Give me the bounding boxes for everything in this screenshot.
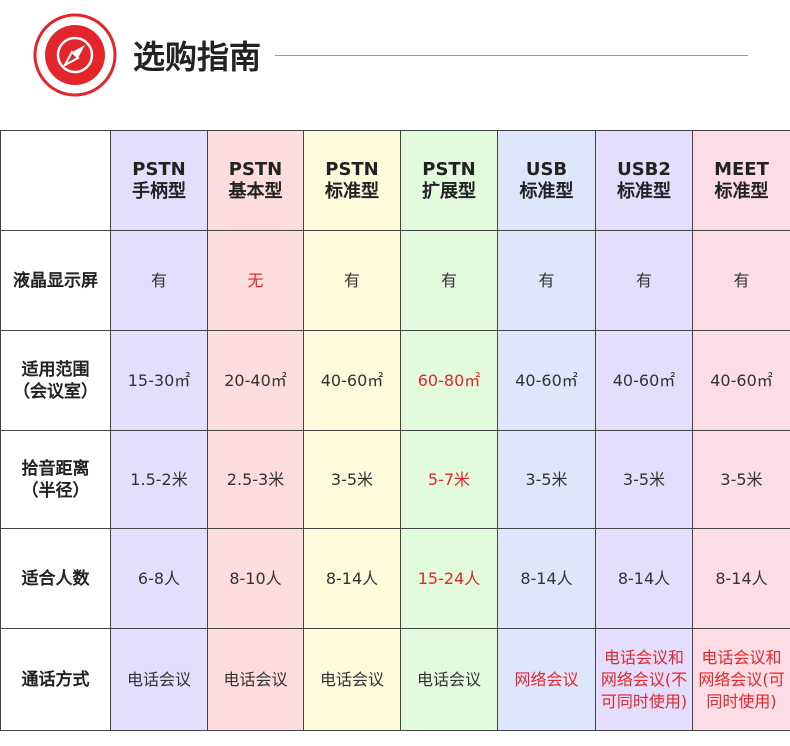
cell-text: PSTN: [422, 158, 476, 180]
table-cell: 有: [595, 230, 693, 331]
column-header: PSTN 手柄型: [110, 130, 208, 231]
cell-text: 标准型: [519, 180, 574, 202]
divider: [275, 55, 748, 56]
table-cell: 3-5米: [595, 430, 693, 529]
compass-icon: [33, 13, 117, 97]
table-cell: 6-8人: [110, 528, 208, 629]
table-cell: 8-14人: [595, 528, 693, 629]
cell-text: PSTN: [325, 158, 379, 180]
table-cell: 有: [400, 230, 498, 331]
cell-text: 拾音距离: [21, 458, 90, 479]
table-cell: 8-14人: [497, 528, 596, 629]
table-cell: 电话会议: [207, 628, 304, 731]
table-cell: 无: [207, 230, 304, 331]
column-header: USB2 标准型: [595, 130, 693, 231]
table-cell: 20-40㎡: [207, 330, 304, 431]
row-label: 通话方式: [0, 628, 111, 731]
cell-text: USB: [525, 158, 568, 180]
column-header: MEET 标准型: [692, 130, 790, 231]
column-header: PSTN 基本型: [207, 130, 304, 231]
comparison-table: PSTN 手柄型 PSTN 基本型 PSTN 标准型 PSTN 扩展型 USB 标准型 USB2 标准…: [0, 130, 790, 731]
table-cell: 40-60㎡: [303, 330, 401, 431]
table-cell: 电话会议: [303, 628, 401, 731]
table-cell: 3-5米: [497, 430, 596, 529]
cell-text: 标准型: [325, 180, 379, 202]
table-cell: 8-14人: [692, 528, 790, 629]
row-label: 适用范围 （会议室）: [0, 330, 111, 431]
table-cell: 40-60㎡: [692, 330, 790, 431]
table-cell: 电话会议: [400, 628, 498, 731]
row-label: 拾音距离 （半径）: [0, 430, 111, 529]
table-cell: 有: [303, 230, 401, 331]
row-label: 适合人数: [0, 528, 111, 629]
cell-text: 液晶显示屏: [13, 270, 98, 291]
cell-text: 适用范围: [21, 359, 90, 380]
table-cell: 2.5-3米: [207, 430, 304, 529]
cell-text: 扩展型: [422, 180, 476, 202]
column-header: USB 标准型: [497, 130, 596, 231]
column-header: PSTN 扩展型: [400, 130, 498, 231]
cell-text: 适合人数: [21, 568, 90, 589]
cell-text: 标准型: [617, 180, 671, 202]
table-cell: 3-5米: [303, 430, 401, 529]
cell-text: （会议室）: [13, 381, 98, 402]
cell-text: 手柄型: [132, 180, 186, 202]
cell-text: 通话方式: [21, 669, 90, 690]
cell-text: 标准型: [714, 180, 769, 202]
table-cell: 8-10人: [207, 528, 304, 629]
cell-text: 基本型: [228, 180, 283, 202]
row-label: 液晶显示屏: [0, 230, 111, 331]
cell-text: MEET: [714, 158, 769, 180]
table-cell: 有: [110, 230, 208, 331]
table-cell: 电话会议: [110, 628, 208, 731]
table-cell: 1.5-2米: [110, 430, 208, 529]
cell-text: PSTN: [228, 158, 283, 180]
table-cell: 60-80㎡: [400, 330, 498, 431]
table-cell: 5-7米: [400, 430, 498, 529]
column-header: PSTN 标准型: [303, 130, 401, 231]
table-cell: 3-5米: [692, 430, 790, 529]
header: 选购指南: [0, 0, 790, 120]
corner-cell: [0, 130, 111, 231]
table-cell: 40-60㎡: [497, 330, 596, 431]
table-cell: 有: [497, 230, 596, 331]
table-cell: 40-60㎡: [595, 330, 693, 431]
table-cell: 15-24人: [400, 528, 498, 629]
table-cell: 15-30㎡: [110, 330, 208, 431]
cell-text: PSTN: [132, 158, 186, 180]
title: 选购指南: [133, 38, 262, 76]
table-cell: 网络会议: [497, 628, 596, 731]
table-cell: 8-14人: [303, 528, 401, 629]
table-cell: 电话会议和网络会议(不可同时使用): [595, 628, 693, 731]
cell-text: （半径）: [21, 480, 90, 501]
cell-text: USB2: [617, 158, 671, 180]
table-cell: 电话会议和网络会议(可同时使用): [692, 628, 790, 731]
table-cell: 有: [692, 230, 790, 331]
